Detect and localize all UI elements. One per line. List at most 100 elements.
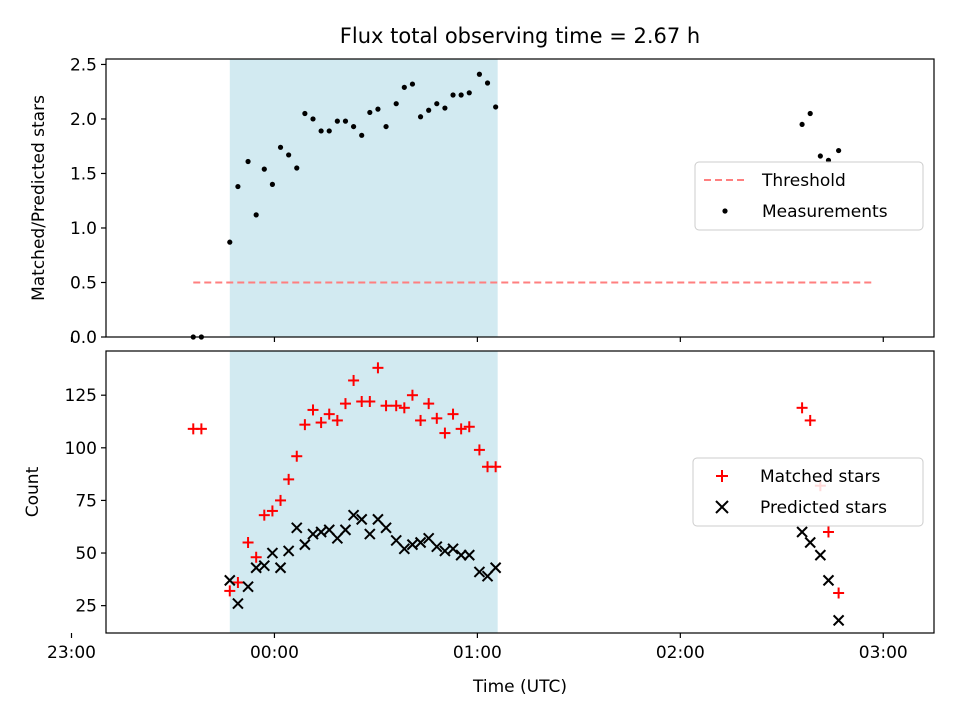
predicted-stars-point: [258, 559, 271, 572]
y-tick-label: 0.5: [70, 273, 97, 293]
measurements-point: [442, 105, 448, 111]
x-tick-label: 23:00: [47, 643, 96, 663]
ratio-panel-ylabel: Matched/Predicted stars: [29, 95, 49, 301]
measurements-point: [227, 239, 233, 245]
threshold-legend-label: Threshold: [761, 171, 846, 191]
measurements-point: [235, 183, 241, 190]
matched-stars-point: [323, 408, 335, 420]
measurements-point: [277, 144, 284, 150]
matched-stars-point: [804, 414, 816, 426]
y-tick-label: 2.0: [70, 110, 97, 130]
measurements-point: [367, 109, 373, 116]
measurements-point: [310, 116, 316, 122]
predicted-stars-point: [266, 547, 279, 559]
predicted-stars-point: [347, 509, 360, 521]
ratio-panel-frame: [105, 58, 935, 338]
predicted-stars-point: [822, 574, 835, 587]
measurements-legend-swatch: [722, 208, 728, 214]
matched-stars-point: [307, 404, 319, 416]
measurements-point: [466, 90, 472, 96]
measurements-point: [286, 152, 292, 158]
measurements-point: [302, 110, 308, 117]
predicted-stars-point: [398, 543, 411, 555]
predicted-stars-point: [224, 574, 236, 587]
predicted-stars-point: [439, 545, 451, 557]
predicted-stars-point: [380, 522, 392, 534]
matched-stars-point: [455, 423, 467, 435]
predicted-stars-point: [339, 524, 352, 536]
matched-legend-label: Matched stars: [760, 467, 880, 487]
matched-stars-point: [331, 414, 343, 426]
measurements-point: [484, 80, 491, 86]
y-tick-label: 1.0: [70, 219, 97, 239]
predicted-stars-point: [814, 549, 827, 561]
measurements-point: [393, 101, 399, 107]
matched-stars-point: [195, 423, 207, 435]
measurements-point: [253, 212, 259, 218]
y-tick-label: 25: [75, 597, 97, 617]
y-tick-label: 75: [75, 491, 97, 511]
count-legend: Matched stars Predicted stars: [692, 457, 924, 527]
count-panel: 25507510012521:0022:0023:0000:0001:0002:…: [23, 350, 935, 663]
x-tick-label: 01:00: [453, 643, 502, 663]
matched-stars-point: [250, 551, 262, 563]
matched-stars-point: [833, 587, 845, 599]
count-panel-ylabel: Count: [23, 466, 43, 517]
measurements-point: [817, 153, 823, 159]
predicted-stars-point: [489, 562, 502, 574]
matched-stars-point: [490, 461, 502, 473]
matched-stars-point: [415, 414, 427, 426]
ratio-legend: Threshold Measurements: [694, 161, 924, 231]
measurements-point: [375, 106, 381, 112]
matched-stars-point: [372, 362, 384, 374]
y-tick-label: 1.5: [70, 164, 97, 184]
measurements-legend-label: Measurements: [762, 202, 888, 222]
measurements-point: [458, 92, 464, 98]
y-tick-label: 125: [65, 386, 97, 406]
matched-stars-point: [447, 408, 459, 420]
predicted-stars-point: [250, 562, 262, 574]
measurements-point: [476, 71, 483, 77]
measurements-point: [807, 110, 813, 117]
matched-stars-point: [339, 398, 351, 410]
measurements-point: [350, 123, 357, 130]
predicted-legend-label: Predicted stars: [760, 498, 887, 518]
matched-stars-point: [380, 400, 392, 412]
matched-stars-point: [299, 419, 311, 431]
matched-stars-point: [266, 505, 278, 517]
measurements-point: [261, 166, 267, 172]
predicted-legend-swatch: [715, 500, 729, 514]
measurements-point: [409, 81, 416, 87]
count-panel-frame: [105, 350, 935, 634]
matched-stars-point: [796, 402, 808, 414]
matched-stars-point: [275, 494, 287, 506]
predicted-stars-point: [282, 545, 295, 557]
matched-stars-point: [232, 576, 244, 588]
predicted-stars-point: [473, 566, 486, 578]
x-tick-label: 03:00: [859, 643, 908, 663]
matched-stars-point: [291, 450, 303, 462]
measurements-point: [434, 101, 440, 107]
measurements-point: [450, 92, 456, 98]
predicted-stars-point: [832, 614, 845, 627]
predicted-stars-point: [307, 528, 319, 540]
measurements-point: [342, 118, 349, 124]
matched-stars-point: [439, 427, 451, 439]
ratio-legend-box: [694, 161, 924, 231]
measurements-point: [359, 132, 365, 138]
predicted-stars-point: [414, 536, 427, 549]
measurements-point: [836, 147, 842, 154]
measurements-point: [417, 114, 424, 120]
predicted-stars-point: [274, 562, 287, 574]
measurements-point: [426, 107, 432, 113]
predicted-stars-point: [431, 541, 443, 553]
x-tick-label: 00:00: [250, 643, 299, 663]
measurements-point: [245, 158, 251, 165]
predicted-stars-point: [406, 538, 419, 551]
predicted-stars-point: [315, 526, 327, 538]
predicted-stars-point: [232, 597, 244, 610]
matched-stars-point: [406, 389, 418, 401]
predicted-stars-point: [455, 549, 467, 561]
x-tick-label: 02:00: [656, 643, 705, 663]
